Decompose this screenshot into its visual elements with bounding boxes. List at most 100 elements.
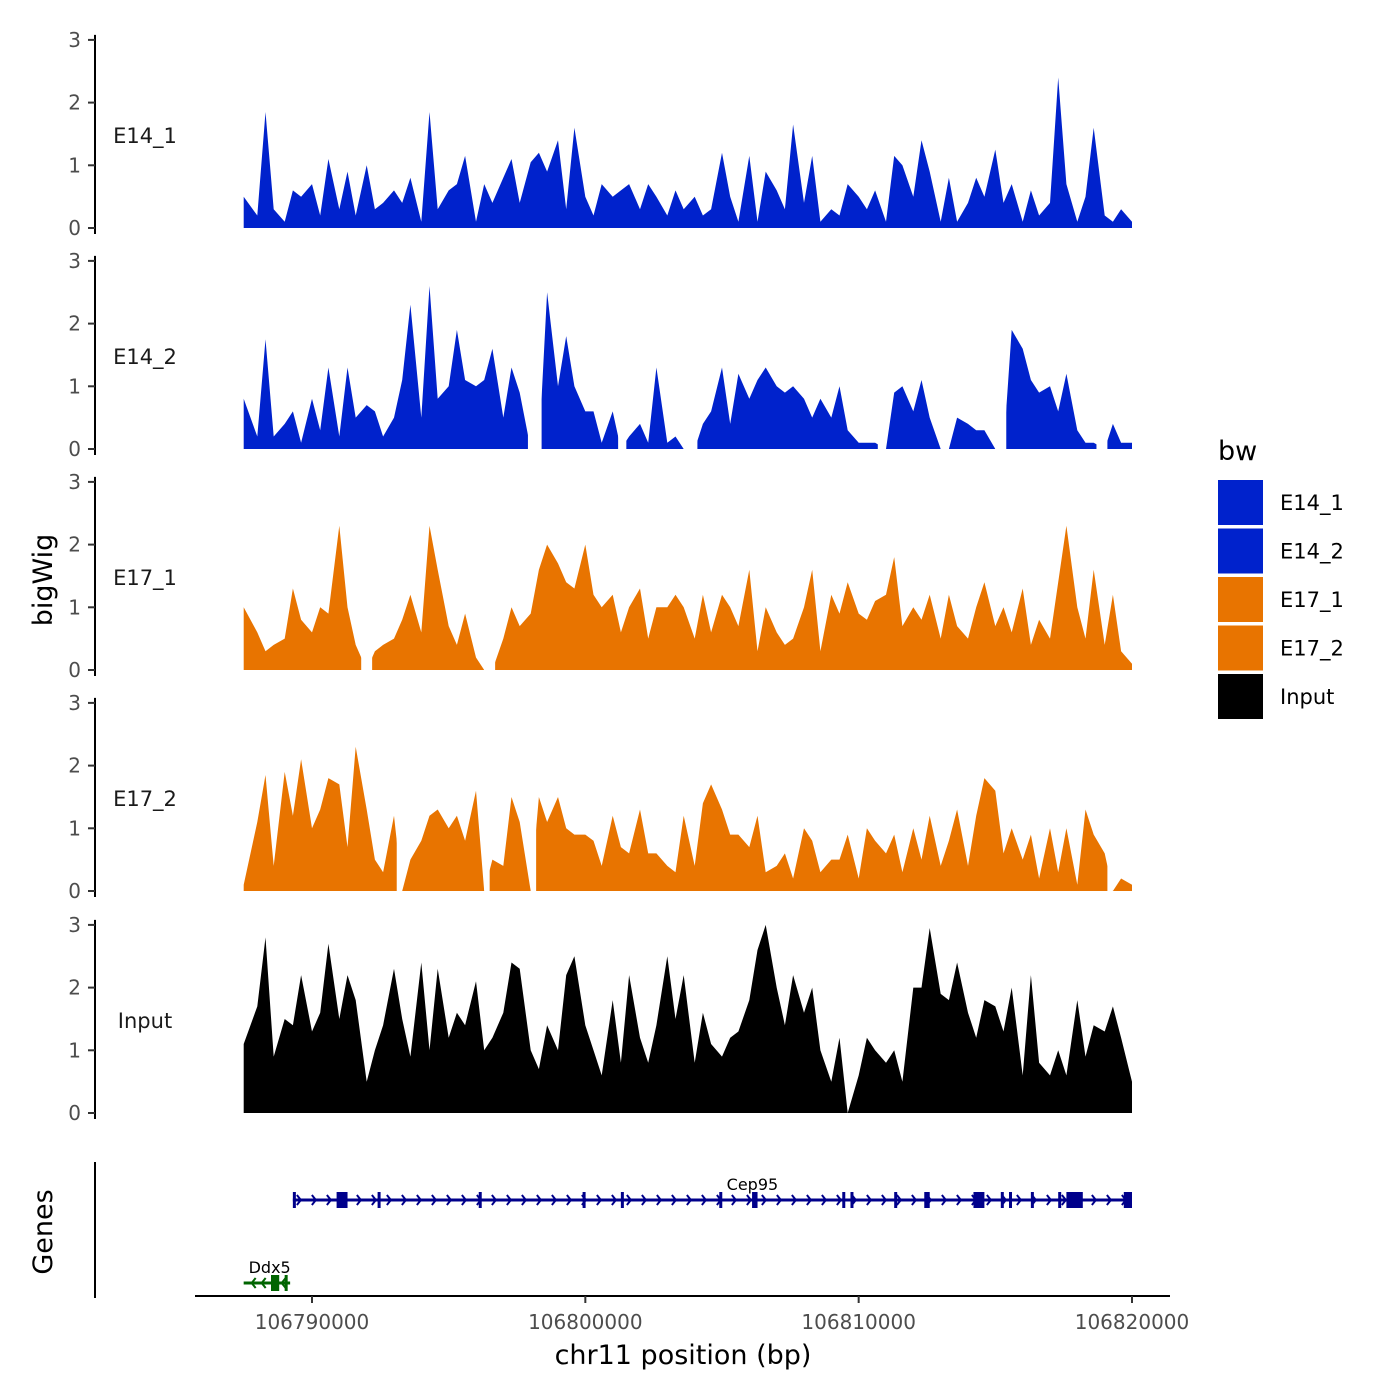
legend-label-Input: Input: [1280, 685, 1334, 709]
legend-key-Input: [1218, 674, 1263, 719]
coverage-gap: [484, 700, 490, 891]
strand-chevron: [296, 1194, 303, 1206]
track-label-E14_1: E14_1: [113, 124, 177, 149]
strand-chevron: [386, 1194, 393, 1206]
strand-chevron: [671, 1194, 678, 1206]
y-tick-label: 1: [68, 374, 81, 398]
strand-chevron: [611, 1194, 618, 1206]
strand-chevron: [806, 1194, 813, 1206]
strand-chevron: [521, 1194, 528, 1206]
gene-label-Cep95: Cep95: [727, 1175, 779, 1194]
coverage-gap: [484, 479, 496, 670]
strand-chevron: [761, 1194, 768, 1206]
y-tick-label: 2: [68, 976, 81, 1000]
track-label-E17_1: E17_1: [113, 566, 177, 591]
genes-panel: Genes Cep95 Ddx5: [28, 1162, 1132, 1298]
strand-chevron: [986, 1194, 993, 1206]
strand-chevron: [536, 1194, 543, 1206]
exon-block: [271, 1275, 280, 1291]
track-label-E14_2: E14_2: [113, 345, 177, 370]
coverage-gap: [361, 479, 373, 670]
x-tick-label: 106790000: [255, 1310, 370, 1334]
exon-block: [1066, 1192, 1083, 1208]
strand-chevron: [776, 1194, 783, 1206]
strand-chevron: [881, 1194, 888, 1206]
strand-chevron: [956, 1194, 963, 1206]
track-Input: 0 1 2 3 Input: [68, 913, 1132, 1125]
strand-chevron: [1106, 1194, 1113, 1206]
y-tick-label: 2: [68, 91, 81, 115]
legend-title: bw: [1218, 436, 1257, 467]
exon-block: [1000, 1192, 1004, 1208]
strand-chevron: [356, 1194, 363, 1206]
strand-chevron: [311, 1194, 318, 1206]
strand-chevron: [491, 1194, 498, 1206]
strand-chevron: [1091, 1194, 1098, 1206]
y-tick-label: 1: [68, 595, 81, 619]
strand-chevron: [656, 1194, 663, 1206]
exon-block: [620, 1192, 624, 1208]
strand-chevron: [401, 1194, 408, 1206]
exon-block: [336, 1192, 348, 1208]
y-tick-label: 0: [68, 879, 81, 903]
coverage-gap: [1096, 258, 1108, 449]
strand-chevron: [551, 1194, 558, 1206]
exon-block: [1009, 1192, 1012, 1208]
strand-chevron: [260, 1277, 267, 1289]
strand-chevron: [686, 1194, 693, 1206]
gene-Cep95: Cep95: [292, 1175, 1132, 1208]
exon-block: [582, 1192, 586, 1208]
exon-block: [1030, 1192, 1034, 1208]
x-axis: chr11 position (bp) 106790000 106800000 10…: [195, 1295, 1189, 1371]
track-area-Input: [243, 924, 1132, 1113]
track-label-Input: Input: [118, 1009, 172, 1033]
exon-block: [1123, 1192, 1132, 1208]
exon-block: [894, 1192, 898, 1208]
y-tick-label: 3: [68, 249, 81, 273]
track-area-E17_1: [243, 525, 1132, 670]
strand-chevron: [626, 1194, 633, 1206]
exon-block: [752, 1192, 758, 1208]
coverage-gap: [618, 258, 627, 449]
strand-chevron: [326, 1194, 333, 1206]
exon-block: [292, 1192, 296, 1208]
y-tick-label: 3: [68, 470, 81, 494]
y-tick-label: 1: [68, 153, 81, 177]
track-area-E17_2: [243, 746, 1132, 891]
strand-chevron: [371, 1194, 378, 1206]
strand-chevron: [431, 1194, 438, 1206]
strand-chevron: [731, 1194, 738, 1206]
strand-chevron: [896, 1194, 903, 1206]
strand-chevron: [416, 1194, 423, 1206]
strand-chevron: [1046, 1194, 1053, 1206]
genes-panel-label: Genes: [28, 1189, 59, 1274]
legend-key-E14_1: [1218, 480, 1263, 525]
legend-label-E17_1: E17_1: [1280, 588, 1344, 613]
legend-label-E17_2: E17_2: [1280, 637, 1344, 662]
strand-chevron: [506, 1194, 513, 1206]
y-tick-label: 2: [68, 533, 81, 557]
track-area-E14_2: [243, 286, 1132, 449]
gene-Ddx5: Ddx5: [243, 1258, 291, 1291]
x-tick-label: 106800000: [528, 1310, 643, 1334]
exon-block: [842, 1192, 846, 1208]
coverage-gap: [530, 700, 537, 891]
strand-chevron: [566, 1194, 573, 1206]
exon-block: [924, 1192, 930, 1208]
strand-chevron: [596, 1194, 603, 1206]
track-area-E14_1: [243, 77, 1132, 228]
x-axis-title: chr11 position (bp): [555, 1340, 812, 1371]
strand-chevron: [1016, 1194, 1023, 1206]
track-label-E17_2: E17_2: [113, 787, 177, 812]
strand-chevron: [941, 1194, 948, 1206]
strand-chevron: [821, 1194, 828, 1206]
legend-label-E14_2: E14_2: [1280, 540, 1344, 565]
legend-key-E14_2: [1218, 528, 1263, 574]
track-E17_2: 0 1 2 3 E17_2: [68, 691, 1132, 903]
strand-chevron: [250, 1277, 257, 1289]
y-tick-label: 0: [68, 1101, 81, 1125]
y-tick-label: 0: [68, 216, 81, 240]
coverage-gap: [877, 258, 886, 449]
track-E17_1: 0 1 2 3 E17_1: [68, 470, 1132, 682]
